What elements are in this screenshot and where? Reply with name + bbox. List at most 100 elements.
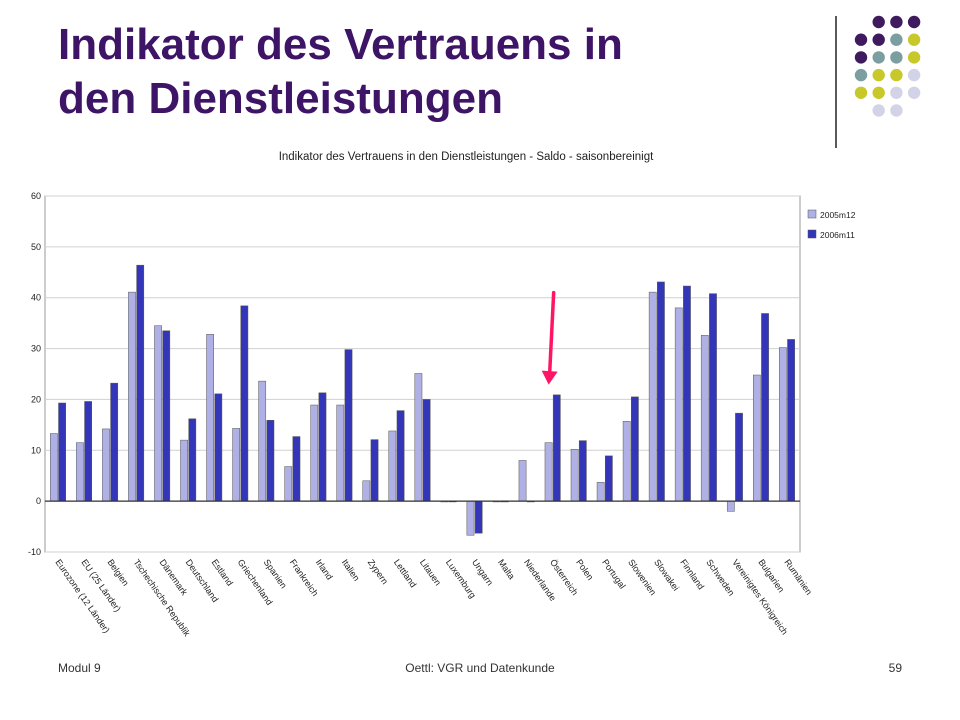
decorative-dot	[907, 68, 921, 82]
bar-2006m11	[136, 264, 145, 502]
decorative-dot	[907, 15, 921, 29]
bar-2006m11	[474, 500, 483, 534]
x-tick-label: Zypern	[366, 557, 390, 586]
bar-2005m12	[180, 439, 188, 502]
bar-2006m11	[292, 436, 301, 502]
x-tick-label: Spanien	[262, 557, 289, 590]
bar-2006m11	[787, 339, 795, 502]
decorative-dot	[907, 33, 921, 46]
footer-module: Modul 9	[58, 661, 101, 675]
bar-2006m11	[318, 392, 327, 502]
decorative-dot	[854, 68, 868, 82]
decorative-dot	[872, 51, 885, 64]
bar-2005m12	[622, 421, 631, 502]
decorative-dot	[890, 104, 903, 117]
bar-2005m12	[596, 482, 605, 502]
slide-title: Indikator des Vertrauens in den Dienstle…	[58, 18, 818, 126]
bar-2005m12	[518, 460, 527, 502]
bar-2005m12	[284, 466, 293, 502]
bar-2005m12	[258, 380, 267, 502]
bar-2006m11	[110, 382, 119, 502]
bar-2006m11	[370, 439, 379, 502]
bar-2005m12	[752, 374, 761, 502]
bar-2005m12	[414, 373, 423, 502]
bar-2006m11	[578, 440, 587, 502]
bar-2005m12	[648, 291, 657, 502]
bar-2005m12	[76, 442, 84, 502]
x-tick-label: Polen	[574, 557, 595, 582]
decorative-dot	[890, 51, 903, 64]
bar-2006m11	[604, 455, 613, 502]
title-line-2: den Dienstleistungen	[58, 74, 503, 123]
bar-2005m12	[154, 325, 162, 502]
title-line-1: Indikator des Vertrauens in	[58, 20, 623, 69]
bar-2006m11	[214, 393, 223, 502]
bar-2005m12	[779, 347, 787, 502]
decorative-dot	[890, 33, 903, 46]
decorative-dot	[872, 86, 885, 100]
bar-2006m11	[735, 412, 743, 502]
x-tick-label: Irland	[314, 557, 335, 581]
decorative-dot	[872, 68, 885, 82]
bar-2005m12	[674, 307, 683, 502]
legend-label: 2006m11	[820, 230, 855, 240]
bar-2005m12	[102, 428, 110, 502]
bar-2006m11	[344, 349, 353, 502]
bar-2005m12	[206, 334, 214, 502]
footer-author: Oettl: VGR und Datenkunde	[405, 661, 555, 675]
bar-2005m12	[388, 430, 397, 502]
bar-2005m12	[544, 442, 553, 502]
bar-2005m12	[232, 428, 241, 502]
x-tick-label: Lettland	[392, 557, 419, 589]
decorative-divider	[835, 16, 837, 148]
bar-2006m11	[709, 293, 717, 502]
bar-2006m11	[240, 305, 249, 502]
bar-2005m12	[466, 500, 475, 536]
bar-2005m12	[570, 449, 579, 502]
bar-2005m12	[128, 291, 136, 502]
y-tick-label: 20	[31, 394, 41, 404]
bar-2006m11	[683, 285, 691, 502]
x-tick-label: Rumänien	[782, 557, 814, 596]
decorative-dot	[872, 104, 885, 117]
bar-2006m11	[266, 420, 275, 502]
y-tick-label: 10	[31, 445, 41, 455]
bar-2006m11	[188, 418, 197, 502]
chart-container: Indikator des Vertrauens in den Dienstle…	[0, 140, 960, 655]
x-tick-label: Finnland	[678, 557, 706, 591]
bar-2006m11	[58, 402, 66, 502]
bar-chart: Indikator des Vertrauens in den Dienstle…	[28, 151, 856, 639]
decorative-dot	[907, 51, 921, 64]
chart-title: Indikator des Vertrauens in den Dienstle…	[279, 151, 654, 163]
x-tick-label: Vereinigtes Königreich	[730, 557, 790, 636]
y-tick-label: -10	[28, 547, 41, 557]
y-tick-label: 50	[31, 242, 41, 252]
bar-2005m12	[336, 404, 345, 502]
x-tick-label: Portugal	[600, 557, 627, 590]
bar-2005m12	[726, 500, 735, 512]
x-tick-label: Italien	[340, 557, 362, 582]
footer-page-number: 59	[888, 661, 902, 675]
y-tick-label: 40	[31, 293, 41, 303]
decorative-dot	[854, 86, 868, 100]
bar-2005m12	[700, 335, 709, 502]
decorative-dot-grid	[854, 15, 921, 117]
y-tick-label: 30	[31, 344, 41, 354]
y-tick-label: 0	[36, 496, 41, 506]
bar-2006m11	[396, 410, 405, 502]
y-tick-label: 60	[31, 191, 41, 201]
x-tick-label: Tschechische Republik	[131, 557, 192, 638]
bar-2006m11	[761, 313, 769, 502]
bar-2006m11	[552, 394, 561, 502]
legend-label: 2005m12	[820, 210, 856, 220]
decorative-dot	[890, 15, 903, 29]
x-tick-label: Estland	[210, 557, 235, 587]
bar-2005m12	[50, 433, 58, 502]
decorative-dot	[854, 51, 868, 64]
bar-2006m11	[84, 401, 93, 502]
x-tick-label: Ungarn	[470, 557, 495, 587]
annotation-arrow-head	[541, 370, 558, 385]
plot-area	[44, 195, 801, 553]
x-tick-label: Belgien	[105, 557, 130, 587]
decorative-dot	[872, 33, 885, 46]
